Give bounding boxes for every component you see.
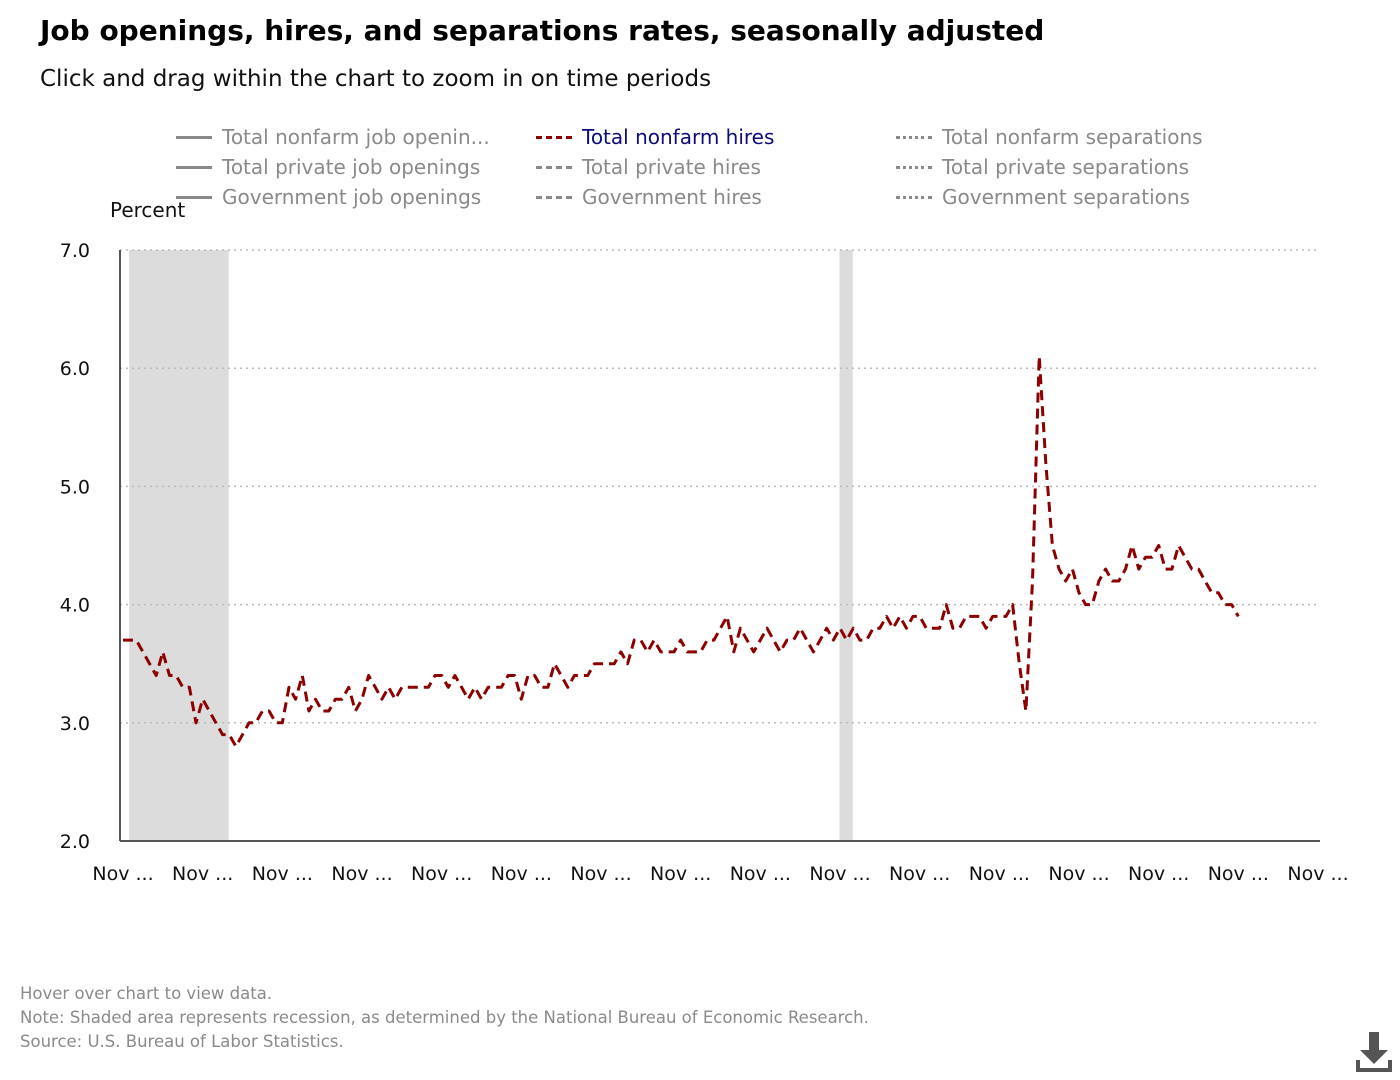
x-tick-label: Nov ... <box>1287 863 1348 885</box>
y-tick-label: 3.0 <box>60 713 90 735</box>
legend-label: Government hires <box>582 185 762 209</box>
solid-line-icon <box>176 195 212 199</box>
dashed-line-icon <box>536 165 572 169</box>
y-tick-label: 2.0 <box>60 831 90 853</box>
recession-band <box>129 250 229 841</box>
x-tick-label: Nov ... <box>889 863 950 885</box>
x-tick-label: Nov ... <box>1048 863 1109 885</box>
dotted-line-icon <box>896 195 932 199</box>
legend-label: Total nonfarm hires <box>582 125 775 149</box>
x-tick-label: Nov ... <box>969 863 1030 885</box>
legend-label: Government job openings <box>222 185 482 209</box>
x-tick-label: Nov ... <box>570 863 631 885</box>
y-axis-label: Percent <box>110 198 186 222</box>
hover-hint: Hover over chart to view data. <box>20 984 273 1003</box>
legend-item-total-private-separations[interactable]: Total private separations <box>896 152 1189 182</box>
x-tick-label: Nov ... <box>411 863 472 885</box>
x-tick-label: Nov ... <box>1208 863 1269 885</box>
x-tick-label: Nov ... <box>650 863 711 885</box>
legend-item-government-job-openings[interactable]: Government job openings <box>176 182 481 212</box>
dashed-line-icon <box>536 135 572 139</box>
x-tick-label: Nov ... <box>92 863 153 885</box>
x-tick-label: Nov ... <box>172 863 233 885</box>
legend-item-government-hires[interactable]: Government hires <box>536 182 762 212</box>
series-line-total-nonfarm-hires[interactable] <box>123 354 1240 748</box>
y-tick-label: 6.0 <box>60 358 90 380</box>
legend-item-total-nonfarm-job-openings[interactable]: Total nonfarm job openin... <box>176 122 490 152</box>
legend-label: Government separations <box>942 185 1190 209</box>
x-tick-label: Nov ... <box>809 863 870 885</box>
y-tick-label: 7.0 <box>60 240 90 262</box>
legend-label: Total nonfarm separations <box>942 125 1203 149</box>
legend-label: Total private separations <box>942 155 1190 179</box>
x-tick-label: Nov ... <box>730 863 791 885</box>
x-tick-label: Nov ... <box>1128 863 1189 885</box>
legend-item-government-separations[interactable]: Government separations <box>896 182 1190 212</box>
legend-label: Total private job openings <box>222 155 481 179</box>
legend-item-total-private-hires[interactable]: Total private hires <box>536 152 761 182</box>
chart-footer: Hover over chart to view data. Note: Sha… <box>20 982 869 1054</box>
legend-label: Total private hires <box>582 155 761 179</box>
y-tick-label: 4.0 <box>60 595 90 617</box>
download-icon[interactable] <box>1354 1030 1394 1074</box>
chart-title: Job openings, hires, and separations rat… <box>40 14 1045 47</box>
legend-item-total-nonfarm-hires[interactable]: Total nonfarm hires <box>536 122 774 152</box>
dotted-line-icon <box>896 135 932 139</box>
legend-item-total-private-job-openings[interactable]: Total private job openings <box>176 152 480 182</box>
solid-line-icon <box>176 135 212 139</box>
line-chart[interactable]: 2.0 3.0 4.0 5.0 6.0 7.0 Nov ... Nov ... Nov ... N… <box>0 0 1400 960</box>
chart-subtitle: Click and drag within the chart to zoom … <box>40 66 712 92</box>
x-tick-label: Nov ... <box>491 863 552 885</box>
x-tick-label: Nov ... <box>252 863 313 885</box>
source-note: Source: U.S. Bureau of Labor Statistics. <box>20 1032 344 1051</box>
legend-item-total-nonfarm-separations[interactable]: Total nonfarm separations <box>896 122 1203 152</box>
dashed-line-icon <box>536 195 572 199</box>
x-tick-label: Nov ... <box>331 863 392 885</box>
dotted-line-icon <box>896 165 932 169</box>
legend-label: Total nonfarm job openin... <box>222 125 490 149</box>
chart-legend: Total nonfarm job openin... Total nonfar… <box>170 122 1250 212</box>
recession-note: Note: Shaded area represents recession, … <box>20 1008 869 1027</box>
solid-line-icon <box>176 165 212 169</box>
recession-band <box>839 250 853 841</box>
y-tick-label: 5.0 <box>60 476 90 498</box>
